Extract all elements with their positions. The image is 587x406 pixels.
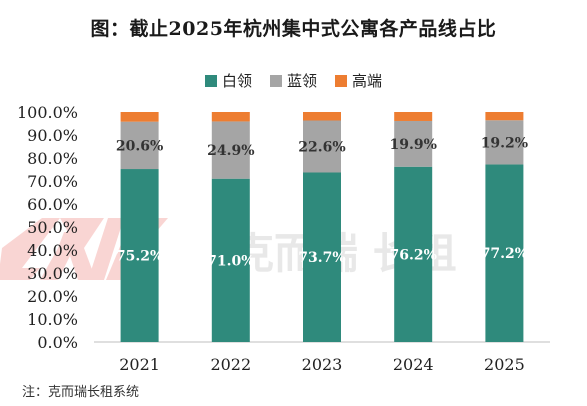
data-label: 20.6% — [116, 138, 163, 154]
y-tick-label: 20.0% — [27, 287, 78, 306]
y-tick-label: 90.0% — [27, 126, 78, 145]
x-tick-label: 2024 — [393, 355, 434, 374]
y-tick-label: 60.0% — [27, 195, 78, 214]
legend-swatch-premium — [335, 74, 347, 87]
data-label: 19.2% — [481, 135, 528, 151]
bar-segment — [211, 112, 250, 122]
chart-title: 图：截止2025年杭州集中式公寓各产品线占比 — [90, 18, 497, 40]
x-axis: 2021 2022 2023 2024 2025 — [119, 355, 525, 374]
legend-item-white-collar: 白领 — [204, 70, 252, 91]
data-label: 71.0% — [207, 253, 254, 269]
legend-label-white-collar: 白领 — [221, 72, 252, 90]
source-note: 注：克而瑞长租系统 — [22, 385, 140, 400]
bar-segment — [211, 121, 250, 179]
bar-segment — [485, 112, 524, 121]
bar-segment — [394, 112, 433, 121]
bar-segment — [211, 178, 250, 342]
bar-segment — [303, 112, 341, 121]
data-label: 77.2% — [481, 246, 528, 262]
chart-legend: 白领 蓝领 高端 — [0, 70, 587, 91]
x-tick-label: 2025 — [484, 355, 525, 374]
y-tick-label: 40.0% — [27, 241, 78, 260]
legend-item-blue-collar: 蓝领 — [269, 70, 317, 91]
y-tick-label: 100.0% — [17, 103, 78, 122]
bar-series-group: 75.2% 20.6% 71.0% 24.9% 73.7% 22.6% 76.2% 19.9%… — [116, 112, 528, 342]
legend-swatch-white-collar — [204, 74, 217, 87]
bar-segment — [120, 121, 159, 170]
data-label: 73.7% — [298, 250, 345, 266]
legend-swatch-blue-collar — [269, 74, 282, 87]
y-tick-label: 30.0% — [27, 264, 78, 283]
legend-label-blue-collar: 蓝领 — [286, 72, 317, 90]
x-tick-label: 2021 — [119, 355, 160, 374]
x-tick-label: 2022 — [210, 355, 251, 374]
bar-segment — [120, 169, 159, 342]
bar-segment — [120, 112, 159, 122]
data-label: 22.6% — [298, 140, 345, 156]
data-label: 75.2% — [116, 249, 163, 265]
cric-logo-watermark — [0, 218, 168, 280]
bar-segment — [485, 120, 524, 165]
y-tick-label: 70.0% — [27, 172, 78, 191]
data-label: 24.9% — [207, 143, 254, 159]
y-tick-label: 50.0% — [27, 218, 78, 237]
bar-segment — [394, 166, 433, 342]
data-label: 19.9% — [389, 137, 436, 153]
bar-segment — [485, 164, 524, 342]
bar-segment — [394, 120, 433, 167]
legend-label-premium: 高端 — [352, 72, 383, 90]
y-tick-label: 80.0% — [27, 149, 78, 168]
y-axis: 0.0% 10.0% 20.0% 30.0% 40.0% 50.0% 60.0% 70.0% 8… — [17, 103, 78, 352]
legend-item-premium: 高端 — [335, 70, 382, 91]
y-tick-label: 0.0% — [37, 333, 78, 352]
data-label: 76.2% — [389, 247, 436, 263]
y-tick-label: 10.0% — [27, 310, 78, 329]
x-tick-label: 2023 — [302, 355, 343, 374]
bar-segment — [303, 120, 341, 173]
bar-segment — [303, 172, 341, 342]
